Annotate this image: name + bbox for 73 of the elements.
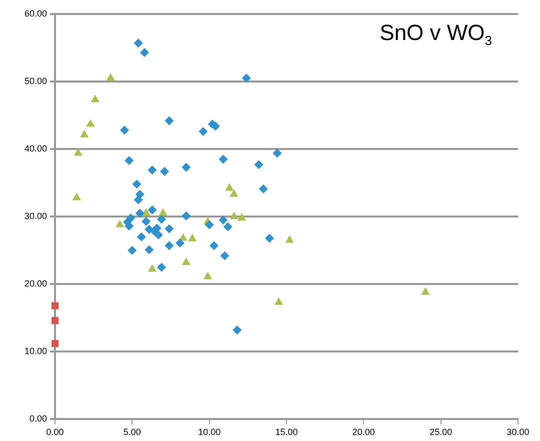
point [230, 212, 238, 220]
y-tick-label: 20.00 [24, 278, 47, 289]
point [203, 272, 212, 280]
point [230, 189, 238, 197]
y-tick-label: 40.00 [24, 144, 47, 154]
point [156, 214, 166, 224]
point [160, 166, 170, 176]
point [142, 216, 151, 226]
x-tick-label: 25.00 [430, 427, 452, 438]
point [134, 195, 143, 204]
point [421, 287, 430, 295]
point [124, 156, 134, 166]
y-tick-label: 30.00 [24, 211, 47, 222]
point [148, 205, 157, 214]
point [176, 238, 185, 248]
point [74, 148, 82, 156]
point [51, 340, 59, 348]
point [232, 326, 242, 335]
y-tick-label: 50.00 [24, 76, 47, 86]
y-tick-label: 60.00 [24, 8, 47, 18]
x-tick-label: 30.00 [506, 427, 530, 438]
point [115, 220, 124, 228]
point [225, 183, 234, 191]
point [90, 94, 100, 102]
point [158, 208, 168, 216]
point [148, 166, 157, 174]
point [128, 246, 137, 255]
point [156, 262, 166, 272]
point [198, 127, 208, 136]
point [144, 224, 154, 234]
point [182, 258, 191, 266]
point [182, 162, 191, 172]
point [218, 215, 228, 224]
y-tick-label: 10.00 [24, 346, 47, 356]
point [272, 148, 282, 158]
point [164, 116, 174, 126]
point [148, 264, 157, 272]
point [204, 220, 214, 230]
point [134, 38, 143, 48]
point [164, 224, 174, 234]
point [120, 126, 129, 135]
x-tick-label: 10.00 [198, 427, 221, 438]
point [254, 160, 264, 170]
point [265, 234, 274, 243]
point [154, 230, 163, 240]
x-tick-label: 0.00 [46, 427, 64, 438]
point [86, 119, 95, 127]
point [106, 73, 115, 81]
point [140, 48, 150, 57]
point [274, 297, 284, 305]
point [209, 241, 218, 250]
point [223, 222, 232, 232]
point [182, 211, 191, 220]
point [237, 212, 246, 220]
x-tick-label: 5.00 [123, 427, 141, 438]
point [136, 232, 146, 242]
x-tick-label: 15.00 [275, 427, 298, 438]
point [258, 184, 268, 194]
point [242, 74, 251, 83]
y-tick-label: 0.00 [29, 414, 47, 424]
point [51, 302, 59, 310]
point [144, 245, 154, 254]
point [164, 241, 174, 250]
point [80, 130, 89, 138]
point [188, 234, 197, 242]
point [51, 317, 59, 324]
point [220, 251, 230, 260]
x-tick-label: 20.00 [352, 427, 375, 438]
point [285, 235, 294, 243]
point [218, 154, 228, 164]
point [72, 192, 81, 200]
point [135, 208, 144, 218]
point [132, 180, 142, 189]
